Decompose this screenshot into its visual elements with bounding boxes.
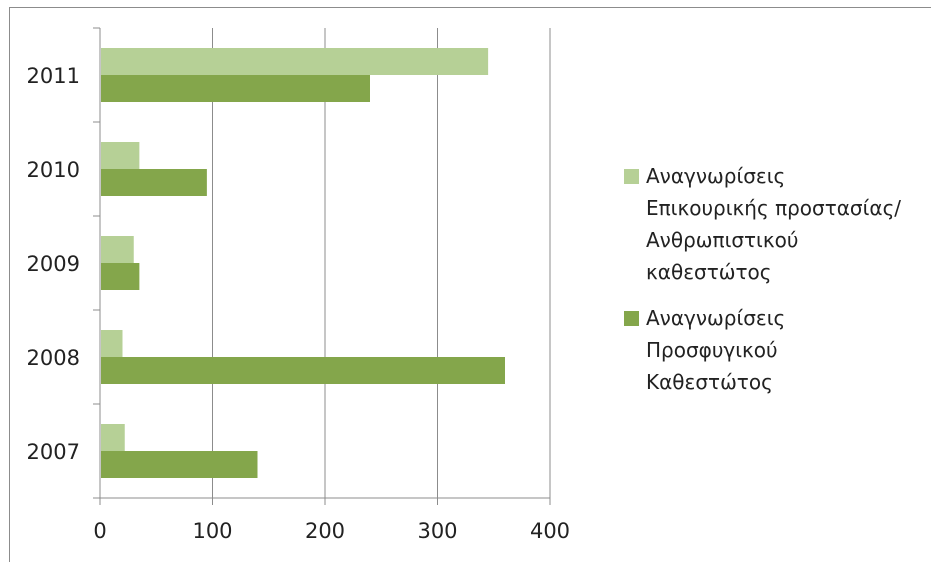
bar-refugee-2007 (101, 451, 258, 478)
legend-swatch-dark-green (624, 311, 639, 326)
y-tick-label: 2007 (27, 440, 80, 464)
bar-refugee-2009 (101, 263, 139, 290)
x-tick-label: 200 (305, 519, 345, 543)
legend-label: Αναγνωρίσεις Επικουρικής προστασίας/ Ανθ… (646, 160, 929, 288)
bar-subsidiary-2011 (101, 48, 488, 75)
bar-subsidiary-2009 (101, 236, 134, 263)
legend-item-subsidiary-protection: Αναγνωρίσεις Επικουρικής προστασίας/ Ανθ… (624, 160, 929, 288)
x-tick-label: 100 (192, 519, 232, 543)
x-tick-label: 300 (417, 519, 457, 543)
legend-swatch-light-green (624, 169, 639, 184)
legend-label: Αναγνωρίσεις Προσφυγικού Καθεστώτος (646, 302, 929, 398)
bar-refugee-2011 (101, 75, 370, 102)
y-tick-label: 2011 (27, 64, 80, 88)
legend-item-refugee-status: Αναγνωρίσεις Προσφυγικού Καθεστώτος (624, 302, 929, 398)
x-tick-label: 400 (530, 519, 570, 543)
bar-subsidiary-2010 (101, 142, 139, 169)
bar-refugee-2008 (101, 357, 505, 384)
legend: Αναγνωρίσεις Επικουρικής προστασίας/ Ανθ… (624, 160, 929, 412)
bar-refugee-2010 (101, 169, 207, 196)
x-tick-label: 0 (93, 519, 106, 543)
y-tick-label: 2010 (27, 158, 80, 182)
bars (101, 48, 505, 478)
y-tick-label: 2009 (27, 252, 80, 276)
bar-subsidiary-2008 (101, 330, 123, 357)
y-tick-label: 2008 (27, 346, 80, 370)
bar-subsidiary-2007 (101, 424, 125, 451)
